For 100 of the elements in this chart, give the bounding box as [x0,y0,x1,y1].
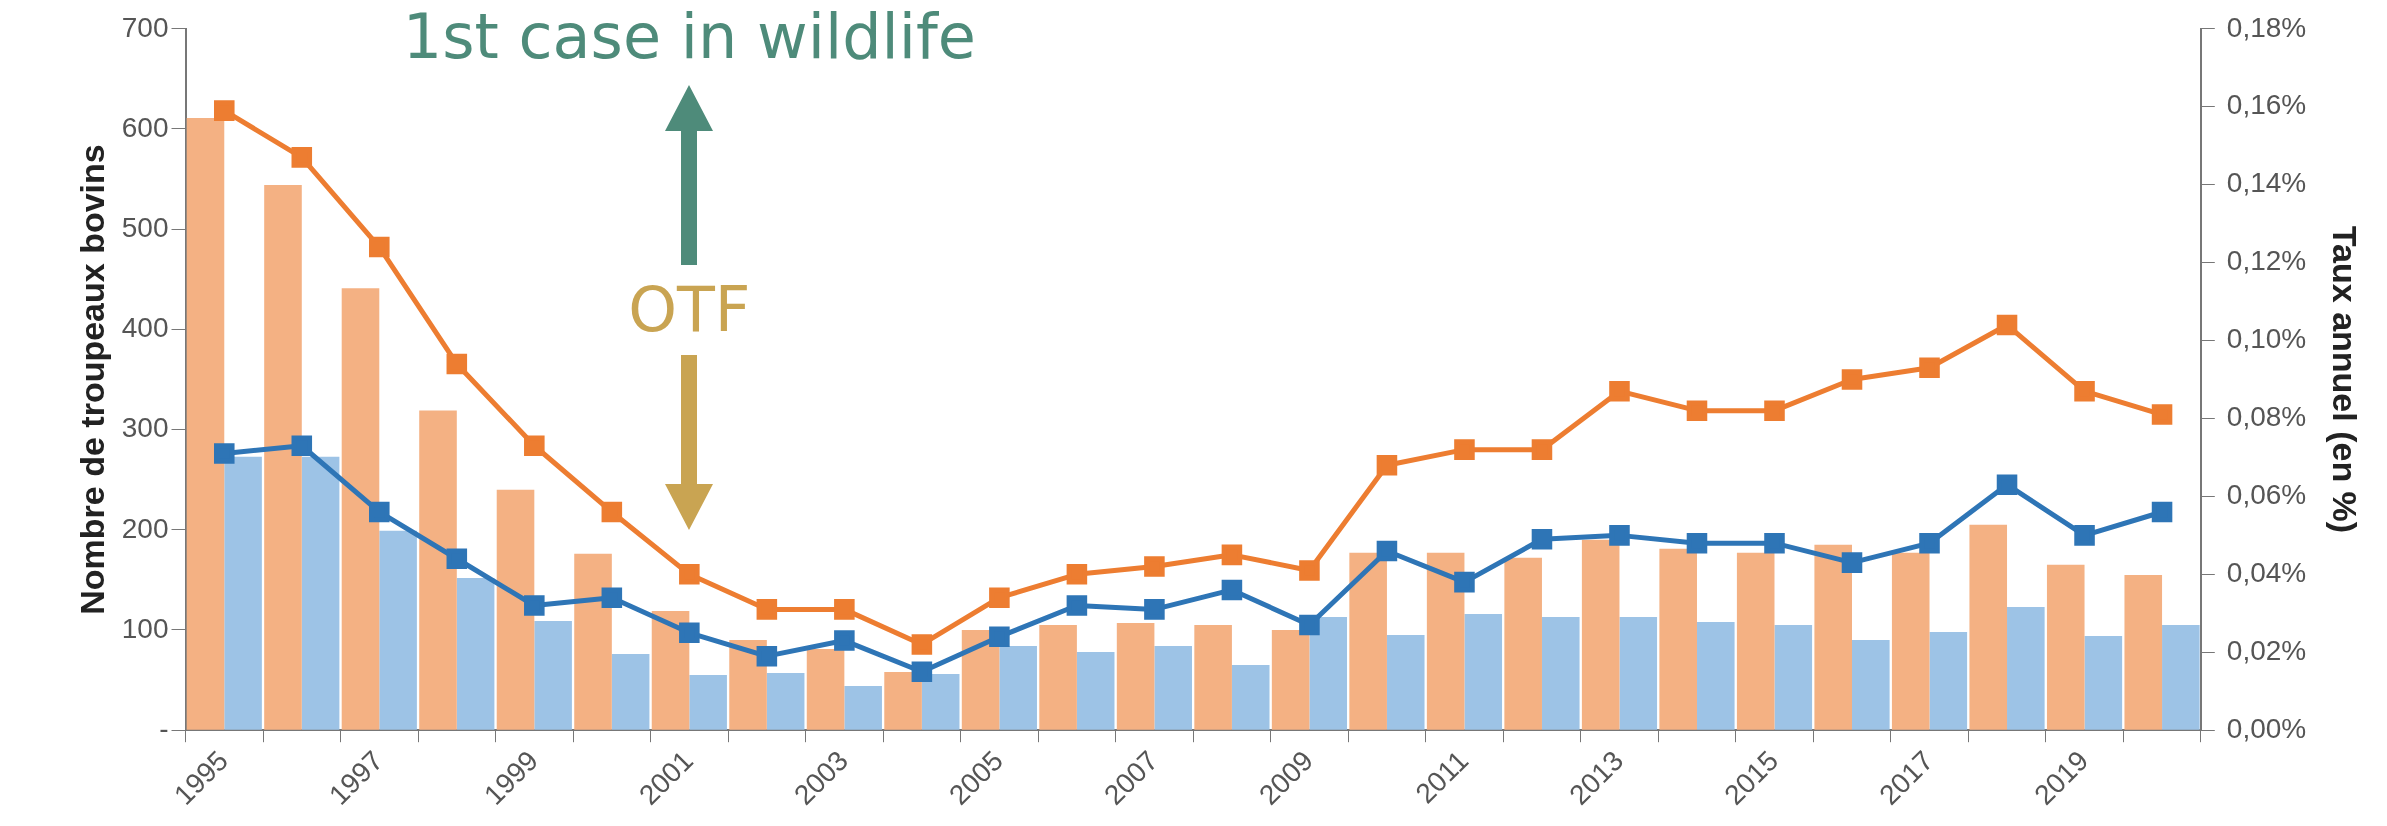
bar [379,530,417,730]
point [601,501,623,523]
point [524,595,545,616]
point [601,587,623,608]
bar [1814,544,1853,730]
point [1144,599,1165,620]
bar [1464,613,1503,730]
bar [301,456,340,730]
point [291,435,313,457]
point [446,353,468,375]
bar [1231,665,1270,730]
y-tick-label: 600 [121,111,169,143]
bar [689,675,727,730]
y-tick-label: 300 [121,412,169,444]
bar [2162,624,2200,730]
bar [1349,552,1387,730]
bar [1504,557,1542,730]
point [911,661,933,683]
bar [2124,574,2163,730]
bar [651,610,690,730]
y2-axis-title: Taux annuel (en %) [2326,225,2365,534]
bar [1426,552,1465,730]
bar [1271,630,1310,730]
point [756,645,778,667]
y-tick-label: 200 [121,512,169,544]
bar [419,410,457,730]
point [1221,579,1243,601]
bar [341,288,380,730]
bar [496,489,535,730]
y2-tick-label: 0,14% [2226,167,2307,199]
y-tick-label: 100 [121,612,169,644]
bar [1386,635,1425,730]
bar [1736,552,1775,730]
point [911,634,933,655]
bar [1696,621,1735,730]
bar [1969,524,2008,730]
point [1841,552,1863,573]
annotation: OTF [628,273,751,347]
point [1531,528,1553,550]
point [446,548,468,570]
bar [1154,646,1192,730]
bar [961,630,1000,730]
bar [1581,539,1620,730]
point [2074,380,2095,402]
point [1609,380,1630,402]
point [834,630,855,651]
point [2151,501,2173,523]
y2-tick-label: 0,08% [2226,401,2307,433]
bar [1929,632,1968,730]
point [989,626,1010,647]
bar [186,117,225,730]
bar [456,577,495,730]
bar [766,673,805,730]
y-tick-label: 400 [121,312,169,344]
y-axis-title: Nombre de troupeaux bovins [72,144,111,615]
point [756,599,778,620]
point [369,236,390,258]
bar [1309,616,1348,730]
point [1686,532,1708,554]
bar [1659,548,1697,730]
bar [999,646,1037,730]
bar [2084,636,2123,730]
point [1686,400,1708,421]
point [1376,540,1398,562]
y2-tick-label: 0,04% [2226,557,2307,589]
point [2074,525,2095,546]
point [1764,400,1785,421]
point [213,443,235,464]
point [1996,314,2018,336]
bar [574,553,612,730]
point [679,564,700,585]
bar [2007,606,2045,730]
point [679,622,700,644]
bar [806,649,845,730]
bar [1541,616,1580,730]
point [1531,439,1553,460]
bar [884,672,922,730]
bar [844,686,882,730]
y2-tick-label: 0,06% [2226,479,2307,511]
point [1299,614,1320,636]
y2-tick-label: 0,10% [2226,323,2307,355]
bar [1039,624,1077,730]
y2-tick-label: 0,18% [2226,11,2307,43]
y2-tick-label: 0,16% [2226,89,2307,121]
point [1221,544,1243,566]
bar [1774,624,1813,730]
point [1299,560,1320,581]
point [291,147,313,168]
bar [1116,622,1155,730]
point [834,599,855,620]
y2-tick-label: 0,02% [2226,634,2307,666]
point [1996,474,2018,495]
point [1376,454,1398,476]
point [1841,369,1863,390]
bar [224,456,262,730]
point [524,435,545,457]
point [1144,556,1165,577]
y-tick-label: - [159,712,169,744]
point [213,100,235,121]
y-tick-label: 700 [121,11,169,43]
